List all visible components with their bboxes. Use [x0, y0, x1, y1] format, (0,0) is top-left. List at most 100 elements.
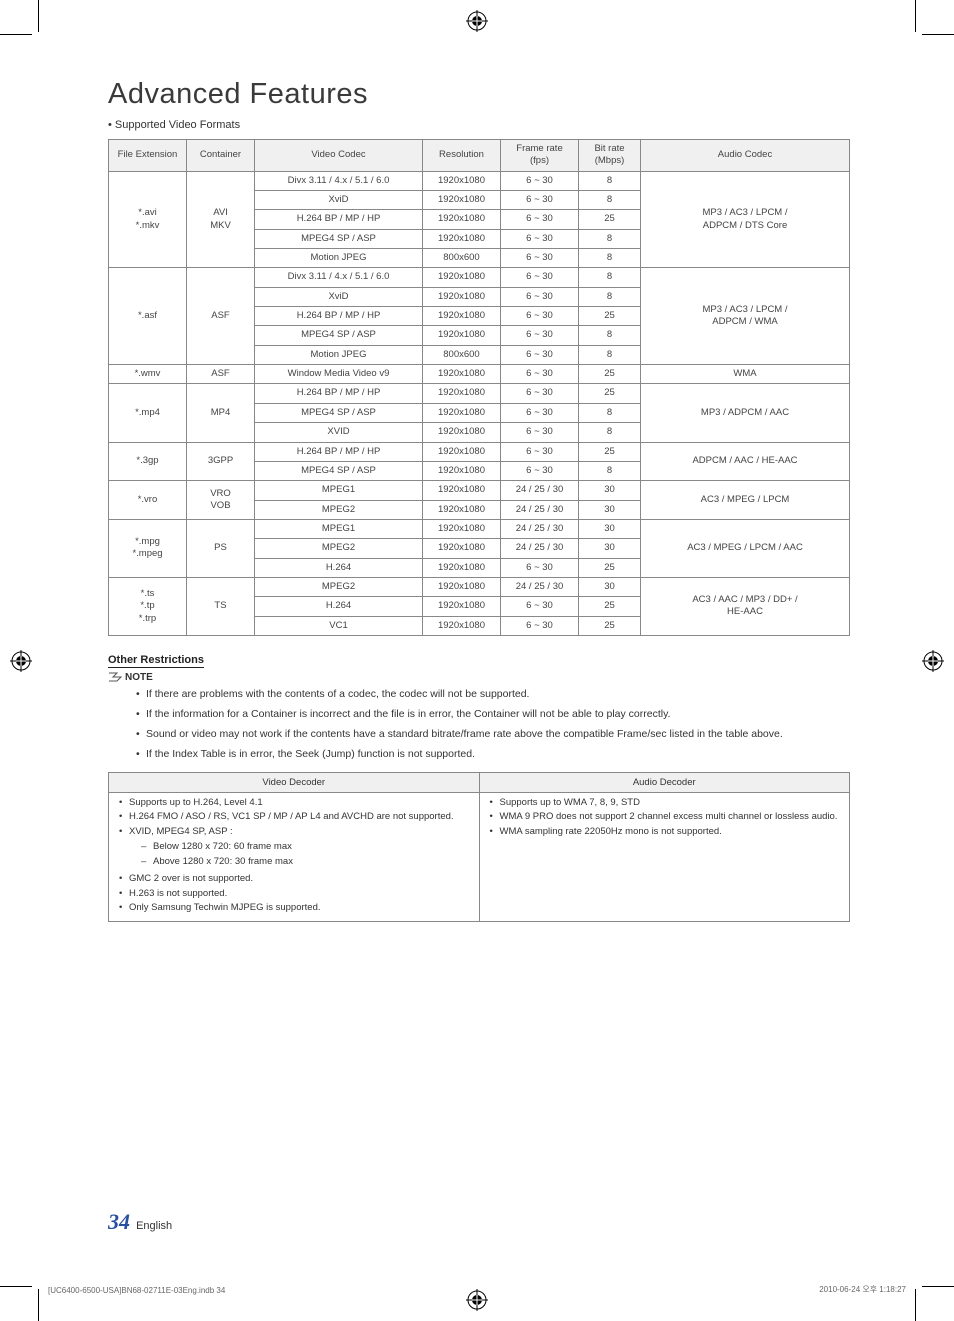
cell-fps: 6 ~ 30: [501, 287, 579, 306]
cell-bit: 8: [579, 403, 641, 422]
table-row: *.asfASFDivx 3.11 / 4.x / 5.1 / 6.01920x…: [109, 268, 850, 287]
note-icon: [108, 672, 122, 682]
cell-res: 1920x1080: [423, 229, 501, 248]
cell-fps: 24 / 25 / 30: [501, 519, 579, 538]
decoder-video-subitem: Below 1280 x 720: 60 frame max: [141, 841, 471, 854]
crop-mark: [0, 34, 32, 35]
cell-fps: 6 ~ 30: [501, 171, 579, 190]
crop-mark: [0, 1286, 32, 1287]
note-label-text: NOTE: [125, 672, 153, 683]
notes-list: If there are problems with the contents …: [136, 687, 850, 762]
registration-mark-icon: [466, 10, 488, 32]
formats-header: Frame rate (fps): [501, 140, 579, 172]
cell-fps: 24 / 25 / 30: [501, 577, 579, 596]
cell-res: 800x600: [423, 249, 501, 268]
decoder-header-video: Video Decoder: [109, 772, 480, 792]
cell-audio: AC3 / MPEG / LPCM / AAC: [641, 519, 850, 577]
table-row: *.3gp3GPPH.264 BP / MP / HP1920x10806 ~ …: [109, 442, 850, 461]
cell-res: 1920x1080: [423, 558, 501, 577]
cell-res: 1920x1080: [423, 171, 501, 190]
cell-codec: MPEG4 SP / ASP: [255, 229, 423, 248]
cell-fps: 6 ~ 30: [501, 210, 579, 229]
decoder-video-item: H.263 is not supported.: [117, 888, 471, 901]
decoder-video-item: GMC 2 over is not supported.: [117, 873, 471, 886]
cell-res: 1920x1080: [423, 403, 501, 422]
decoder-video-item: H.264 FMO / ASO / RS, VC1 SP / MP / AP L…: [117, 811, 471, 824]
cell-res: 1920x1080: [423, 365, 501, 384]
decoder-video-subitem: Above 1280 x 720: 30 frame max: [141, 856, 471, 869]
note-item: Sound or video may not work if the conte…: [136, 727, 850, 741]
cell-codec: H.264 BP / MP / HP: [255, 307, 423, 326]
cell-res: 800x600: [423, 345, 501, 364]
cell-codec: MPEG2: [255, 577, 423, 596]
cell-bit: 30: [579, 539, 641, 558]
cell-res: 1920x1080: [423, 268, 501, 287]
cell-container: AVI MKV: [187, 171, 255, 268]
cell-codec: Motion JPEG: [255, 345, 423, 364]
cell-fps: 6 ~ 30: [501, 403, 579, 422]
decoder-audio-item: WMA sampling rate 22050Hz mono is not su…: [488, 826, 842, 839]
cell-res: 1920x1080: [423, 519, 501, 538]
table-row: *.vroVRO VOBMPEG11920x108024 / 25 / 3030…: [109, 481, 850, 500]
cell-fps: 24 / 25 / 30: [501, 500, 579, 519]
cell-bit: 25: [579, 597, 641, 616]
note-item: If the information for a Container is in…: [136, 707, 850, 721]
cell-bit: 8: [579, 461, 641, 480]
cell-codec: MPEG2: [255, 500, 423, 519]
crop-mark: [922, 34, 954, 35]
cell-res: 1920x1080: [423, 539, 501, 558]
cell-ext: *.wmv: [109, 365, 187, 384]
cell-codec: MPEG1: [255, 481, 423, 500]
cell-ext: *.avi *.mkv: [109, 171, 187, 268]
page-number: 34 English: [108, 1209, 172, 1235]
cell-fps: 6 ~ 30: [501, 597, 579, 616]
cell-fps: 6 ~ 30: [501, 345, 579, 364]
cell-res: 1920x1080: [423, 210, 501, 229]
formats-header: Audio Codec: [641, 140, 850, 172]
cell-codec: Motion JPEG: [255, 249, 423, 268]
cell-res: 1920x1080: [423, 577, 501, 596]
cell-audio: AC3 / AAC / MP3 / DD+ / HE-AAC: [641, 577, 850, 635]
cell-fps: 6 ~ 30: [501, 616, 579, 635]
cell-fps: 6 ~ 30: [501, 365, 579, 384]
cell-res: 1920x1080: [423, 442, 501, 461]
cell-bit: 25: [579, 210, 641, 229]
formats-header: Resolution: [423, 140, 501, 172]
formats-header: Container: [187, 140, 255, 172]
table-row: *.mp4MP4H.264 BP / MP / HP1920x10806 ~ 3…: [109, 384, 850, 403]
cell-fps: 24 / 25 / 30: [501, 539, 579, 558]
cell-fps: 6 ~ 30: [501, 423, 579, 442]
cell-bit: 30: [579, 481, 641, 500]
cell-ext: *.ts *.tp *.trp: [109, 577, 187, 635]
formats-header: Bit rate (Mbps): [579, 140, 641, 172]
decoder-header-audio: Audio Decoder: [479, 772, 850, 792]
formats-header: File Extension: [109, 140, 187, 172]
cell-bit: 25: [579, 558, 641, 577]
cell-fps: 6 ~ 30: [501, 249, 579, 268]
cell-ext: *.mp4: [109, 384, 187, 442]
cell-bit: 8: [579, 423, 641, 442]
cell-audio: ADPCM / AAC / HE-AAC: [641, 442, 850, 481]
registration-mark-icon: [922, 650, 944, 672]
note-item: If the Index Table is in error, the Seek…: [136, 747, 850, 761]
cell-codec: MPEG4 SP / ASP: [255, 461, 423, 480]
cell-fps: 6 ~ 30: [501, 442, 579, 461]
cell-bit: 25: [579, 442, 641, 461]
cell-codec: MPEG4 SP / ASP: [255, 403, 423, 422]
cell-fps: 6 ~ 30: [501, 384, 579, 403]
cell-res: 1920x1080: [423, 597, 501, 616]
cell-codec: Divx 3.11 / 4.x / 5.1 / 6.0: [255, 171, 423, 190]
cell-codec: H.264 BP / MP / HP: [255, 384, 423, 403]
cell-bit: 25: [579, 384, 641, 403]
cell-fps: 6 ~ 30: [501, 268, 579, 287]
cell-codec: H.264 BP / MP / HP: [255, 442, 423, 461]
cell-res: 1920x1080: [423, 481, 501, 500]
cell-ext: *.vro: [109, 481, 187, 520]
cell-codec: MPEG4 SP / ASP: [255, 326, 423, 345]
decoder-audio-cell: Supports up to WMA 7, 8, 9, STDWMA 9 PRO…: [479, 792, 850, 922]
cell-ext: *.mpg *.mpeg: [109, 519, 187, 577]
cell-res: 1920x1080: [423, 287, 501, 306]
page-number-value: 34: [108, 1209, 130, 1234]
formats-table: File ExtensionContainerVideo CodecResolu…: [108, 139, 850, 636]
cell-res: 1920x1080: [423, 500, 501, 519]
